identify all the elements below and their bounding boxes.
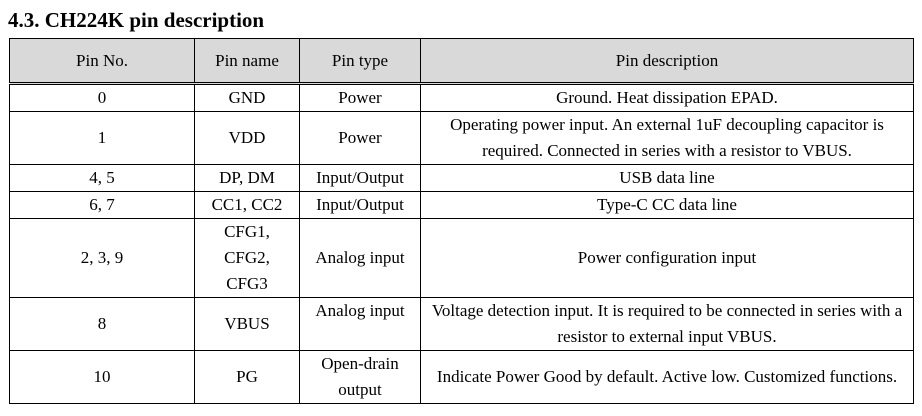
table-row: 8 VBUS Analog input Voltage detection in…: [9, 297, 914, 351]
table-row: 2, 3, 9 CFG1, CFG2, CFG3 Analog input Po…: [9, 218, 914, 298]
pin-name-cell: GND: [194, 83, 300, 112]
pin-no-cell: 10: [9, 350, 195, 404]
pin-type-cell: Power: [299, 111, 421, 165]
pin-name-line: CFG2,: [224, 248, 270, 267]
table-row: 6, 7 CC1, CC2 Input/Output Type-C CC dat…: [9, 191, 914, 219]
table-row: 10 PG Open-drain output Indicate Power G…: [9, 350, 914, 404]
pin-type-cell: Input/Output: [299, 191, 421, 219]
table-header-row: Pin No. Pin name Pin type Pin descriptio…: [9, 38, 914, 84]
pin-type-cell: Open-drain output: [299, 350, 421, 404]
pin-description-cell: Operating power input. An external 1uF d…: [420, 111, 914, 165]
pin-name-cell: PG: [194, 350, 300, 404]
pin-name-cell: CC1, CC2: [194, 191, 300, 219]
pin-description-table: Pin No. Pin name Pin type Pin descriptio…: [9, 38, 914, 404]
table-row: 1 VDD Power Operating power input. An ex…: [9, 111, 914, 165]
pin-description-cell: Power configuration input: [420, 218, 914, 298]
pin-type-cell: Analog input: [299, 218, 421, 298]
pin-no-cell: 0: [9, 83, 195, 112]
pin-description-cell: Type-C CC data line: [420, 191, 914, 219]
pin-no-cell: 8: [9, 297, 195, 351]
table-row: 0 GND Power Ground. Heat dissipation EPA…: [9, 83, 914, 112]
pin-name-line: CFG3: [226, 274, 268, 293]
header-pin-type: Pin type: [299, 38, 421, 84]
pin-name-line: CFG1,: [224, 222, 270, 241]
pin-no-cell: 2, 3, 9: [9, 218, 195, 298]
pin-type-cell: Analog input: [299, 297, 421, 351]
pin-name-cell: DP, DM: [194, 164, 300, 192]
pin-type-cell: Power: [299, 83, 421, 112]
pin-description-cell: Ground. Heat dissipation EPAD.: [420, 83, 914, 112]
pin-no-cell: 4, 5: [9, 164, 195, 192]
pin-type-cell: Input/Output: [299, 164, 421, 192]
header-pin-description: Pin description: [420, 38, 914, 84]
pin-name-cell: VDD: [194, 111, 300, 165]
section-title: 4.3. CH224K pin description: [8, 8, 265, 32]
pin-no-cell: 1: [9, 111, 195, 165]
pin-name-cell: CFG1, CFG2, CFG3: [194, 218, 300, 298]
pin-description-cell: Voltage detection input. It is required …: [420, 297, 914, 351]
header-pin-name: Pin name: [194, 38, 300, 84]
pin-description-cell: USB data line: [420, 164, 914, 192]
pin-name-cell: VBUS: [194, 297, 300, 351]
pin-no-cell: 6, 7: [9, 191, 195, 219]
pin-description-cell: Indicate Power Good by default. Active l…: [420, 350, 914, 404]
header-pin-no: Pin No.: [9, 38, 195, 84]
table-row: 4, 5 DP, DM Input/Output USB data line: [9, 164, 914, 192]
